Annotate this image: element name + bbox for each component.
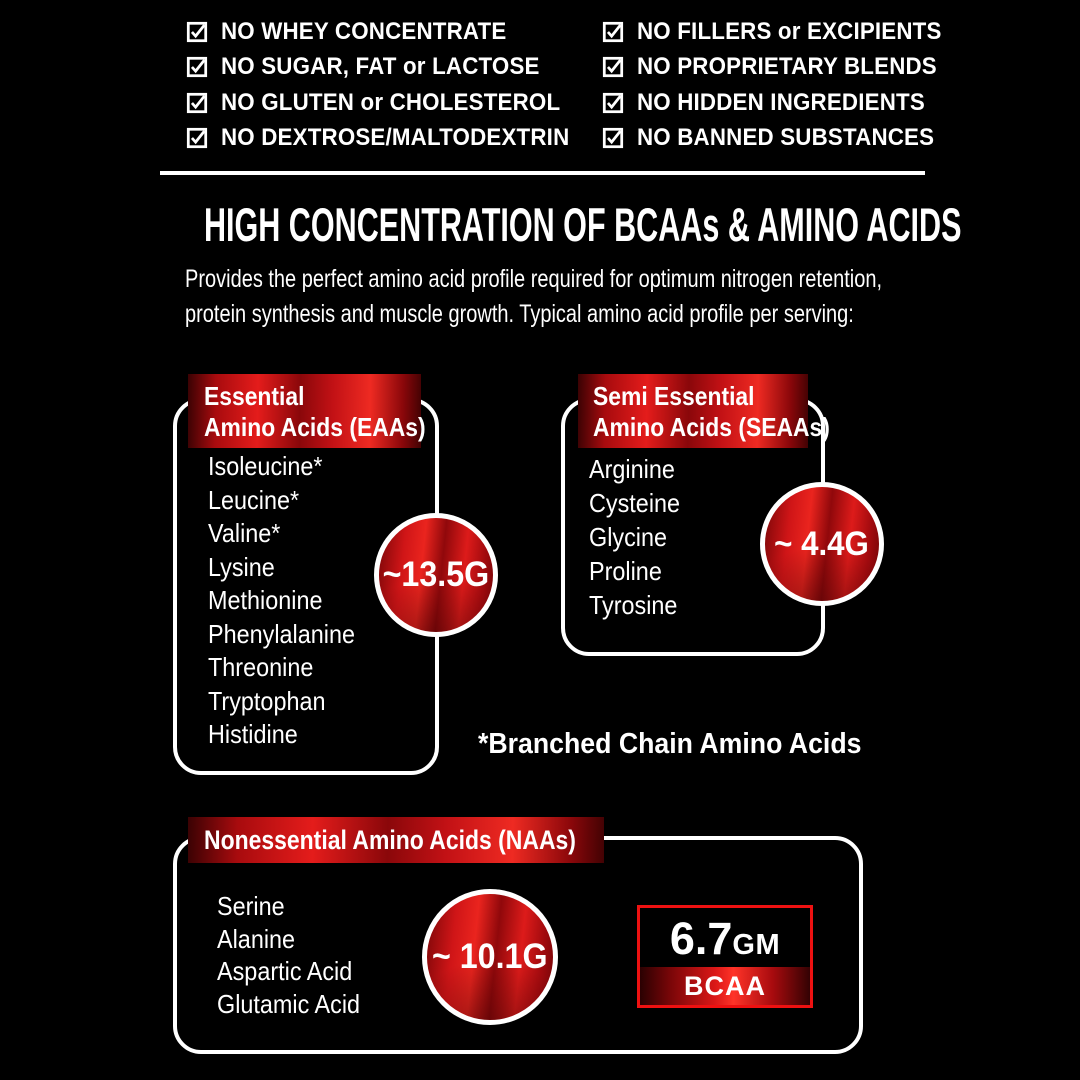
amino-list-item: Isoleucine*: [208, 451, 323, 481]
bcaa-footnote: *Branched Chain Amino Acids: [478, 728, 862, 760]
amino-list-item: Histidine: [208, 719, 298, 749]
checkbox-checked-icon: [186, 57, 208, 78]
eaa-list: Isoleucine* Leucine* Valine* Lysine Meth…: [208, 450, 355, 752]
eaa-amount-circle: ~13.5G: [374, 513, 498, 637]
amino-list-item: Serine: [217, 891, 285, 921]
bcaa-badge-value: 6.7: [669, 913, 733, 964]
divider-line: [160, 171, 925, 175]
checkbox-checked-icon: [602, 128, 624, 149]
checklist-item: NO HIDDEN INGREDIENTS: [602, 85, 965, 121]
checkbox-checked-icon: [602, 92, 624, 113]
checklist-left-column: NO WHEY CONCENTRATE NO SUGAR, FAT or LAC…: [186, 14, 596, 156]
checkbox-checked-icon: [602, 57, 624, 78]
amino-list-item: Glycine: [589, 522, 668, 552]
checklist-item-label: NO WHEY CONCENTRATE: [221, 17, 507, 45]
bcaa-badge: 6.7 GM BCAA: [637, 905, 813, 1008]
bcaa-badge-label: BCAA: [684, 970, 766, 1001]
page-title-text: HIGH CONCENTRATION OF BCAAs & AMINO ACID…: [203, 198, 962, 251]
amino-list-item: Valine*: [208, 518, 281, 548]
checklist-item: NO WHEY CONCENTRATE: [186, 14, 596, 50]
seaa-list: Arginine Cysteine Glycine Proline Tyrosi…: [589, 452, 680, 622]
seaa-amount: ~ 4.4G: [774, 524, 870, 563]
seaa-title-line: Amino Acids (SEAAs): [593, 412, 830, 442]
amino-list-item: Threonine: [208, 652, 314, 682]
checklist-right-column: NO FILLERS or EXCIPIENTS NO PROPRIETARY …: [602, 14, 965, 156]
checklist-item-label: NO GLUTEN or CHOLESTEROL: [221, 88, 561, 116]
checkbox-checked-icon: [186, 21, 208, 42]
amino-list-item: Proline: [589, 556, 662, 586]
checklist-item: NO BANNED SUBSTANCES: [602, 121, 965, 157]
checklist-item-label: NO FILLERS or EXCIPIENTS: [637, 17, 942, 45]
bcaa-badge-unit: GM: [732, 929, 781, 961]
amino-list-item: Lysine: [208, 551, 275, 582]
checklist-item: NO SUGAR, FAT or LACTOSE: [186, 50, 596, 86]
checklist-item: NO GLUTEN or CHOLESTEROL: [186, 85, 596, 121]
naa-title: Nonessential Amino Acids (NAAs): [204, 824, 576, 855]
amino-list-item: Glutamic Acid: [217, 988, 361, 1019]
amino-list-item: Aspartic Acid: [217, 956, 353, 986]
bcaa-badge-amount: 6.7 GM: [640, 908, 810, 967]
amino-list-item: Cysteine: [589, 488, 681, 518]
naa-amount: ~ 10.1G: [432, 937, 548, 976]
checklist-item-label: NO BANNED SUBSTANCES: [637, 124, 935, 152]
naa-amount-circle: ~ 10.1G: [422, 889, 558, 1025]
amino-list-item: Tyrosine: [589, 590, 678, 620]
checklist-item: NO PROPRIETARY BLENDS: [602, 50, 965, 86]
amino-list-item: Phenylalanine: [208, 618, 356, 649]
checklist-item-label: NO PROPRIETARY BLENDS: [637, 53, 937, 81]
page-title: HIGH CONCENTRATION OF BCAAs & AMINO ACID…: [0, 197, 1080, 252]
eaa-amount: ~13.5G: [382, 555, 490, 594]
checkbox-checked-icon: [186, 128, 208, 149]
seaa-title-line: Semi Essential: [593, 381, 755, 411]
naa-list: Serine Alanine Aspartic Acid Glutamic Ac…: [217, 890, 360, 1020]
eaa-title-line: Amino Acids (EAAs): [204, 412, 426, 442]
naa-header: Nonessential Amino Acids (NAAs): [188, 817, 604, 863]
amino-list-item: Tryptophan: [208, 685, 326, 716]
amino-list-item: Leucine*: [208, 484, 300, 515]
intro-line: Provides the perfect amino acid profile …: [185, 265, 883, 293]
intro-line: protein synthesis and muscle growth. Typ…: [185, 300, 854, 328]
amino-list-item: Methionine: [208, 585, 323, 615]
eaa-header: Essential Amino Acids (EAAs): [188, 374, 426, 448]
checkbox-checked-icon: [186, 92, 208, 113]
bcaa-badge-label-bar: BCAA: [640, 967, 810, 1005]
checklist-item-label: NO HIDDEN INGREDIENTS: [637, 88, 925, 116]
checklist-item-label: NO DEXTROSE/MALTODEXTRIN: [221, 124, 570, 152]
amino-list-item: Arginine: [589, 454, 675, 484]
seaa-header: Semi Essential Amino Acids (SEAAs): [578, 374, 830, 448]
checklist-item: NO FILLERS or EXCIPIENTS: [602, 14, 965, 50]
checklist-item-label: NO SUGAR, FAT or LACTOSE: [221, 53, 540, 81]
checklist-item: NO DEXTROSE/MALTODEXTRIN: [186, 121, 596, 157]
intro-paragraph: Provides the perfect amino acid profile …: [185, 262, 882, 332]
seaa-amount-circle: ~ 4.4G: [760, 482, 884, 606]
checkbox-checked-icon: [602, 21, 624, 42]
eaa-title-line: Essential: [204, 381, 305, 411]
amino-list-item: Alanine: [217, 923, 296, 954]
